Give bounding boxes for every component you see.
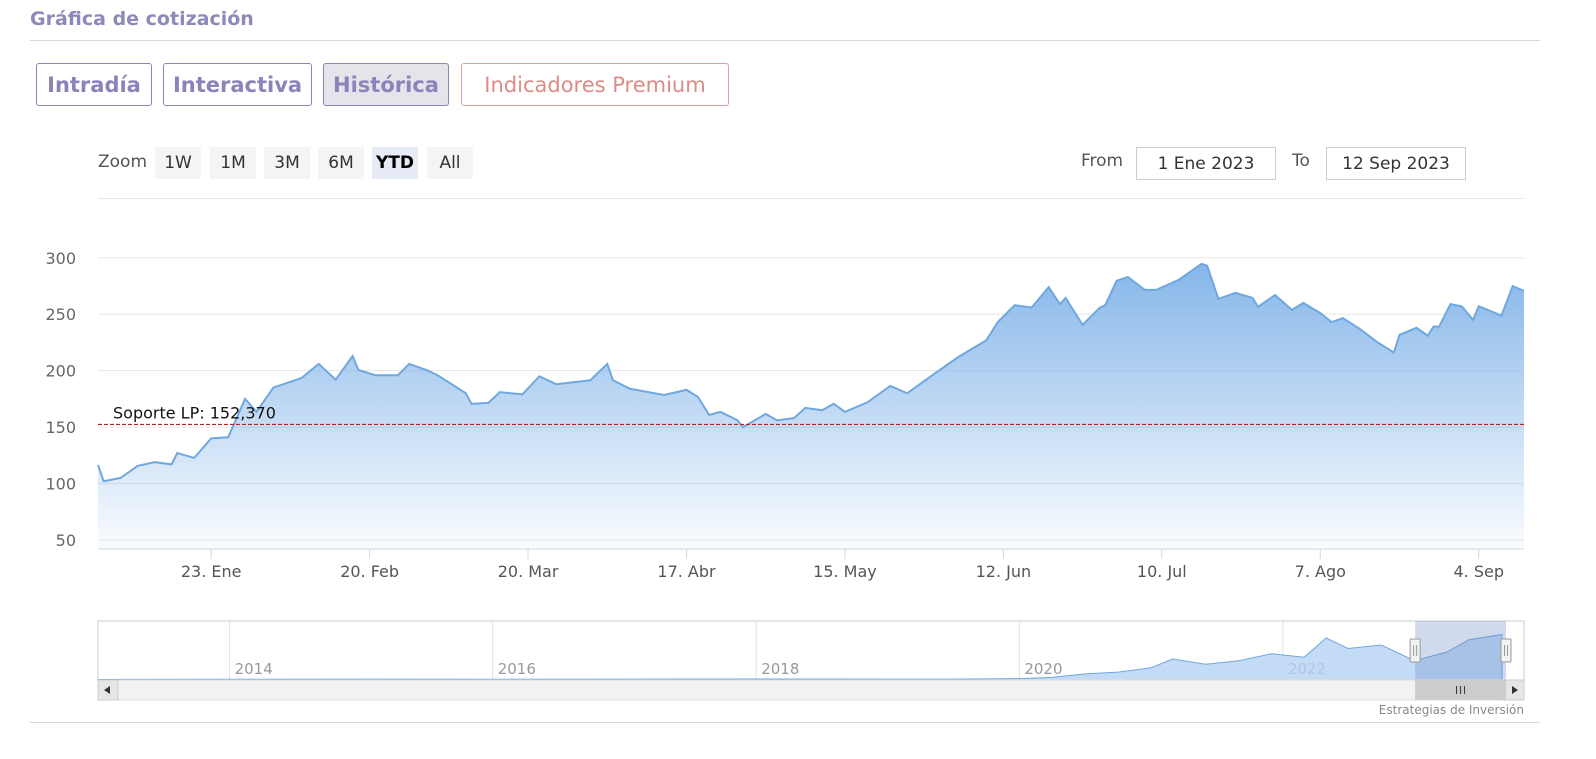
y-tick-label: 250	[45, 305, 76, 324]
navigator-label: 2014	[235, 660, 273, 678]
x-tick-label: 20. Mar	[498, 562, 559, 581]
credits: Estrategias de Inversión	[1378, 703, 1524, 717]
x-tick-label: 4. Sep	[1453, 562, 1504, 581]
handle-grip	[1503, 645, 1508, 656]
navigator-handle[interactable]	[1500, 638, 1512, 663]
y-tick-label: 100	[45, 475, 76, 494]
x-tick-label: 23. Ene	[181, 562, 242, 581]
arrow-left	[104, 686, 110, 694]
divider	[30, 722, 1540, 723]
x-tick-label: 12. Jun	[976, 562, 1032, 581]
from-input[interactable]: 1 Ene 2023	[1136, 147, 1276, 180]
area-fill	[98, 263, 1524, 549]
zoom-button[interactable]: 6M	[318, 147, 364, 179]
navigator-label: 2020	[1024, 660, 1062, 678]
tab[interactable]: Indicadores Premium	[461, 63, 729, 106]
zoom-label: Zoom	[98, 152, 148, 172]
support-label: Soporte LP: 152,370	[113, 403, 276, 422]
zoom-button[interactable]: All	[427, 147, 473, 179]
arrow-right	[1512, 686, 1518, 694]
to-input[interactable]: 12 Sep 2023	[1326, 147, 1466, 180]
navigator-handle[interactable]	[1409, 638, 1421, 663]
navigator-selection	[1415, 621, 1506, 680]
tab[interactable]: Interactiva	[163, 63, 312, 106]
divider	[30, 40, 1540, 41]
thumb-grip	[1456, 686, 1466, 694]
handle-grip	[1413, 645, 1418, 656]
zoom-button[interactable]: 3M	[264, 147, 310, 179]
x-tick-label: 15. May	[813, 562, 877, 581]
x-tick-label: 17. Abr	[657, 562, 716, 581]
x-tick-label: 7. Ago	[1295, 562, 1346, 581]
y-tick-label: 300	[45, 249, 76, 268]
price-line	[97, 262, 1525, 483]
y-tick-label: 150	[45, 418, 76, 437]
zoom-button[interactable]: 1M	[210, 147, 256, 179]
x-tick-label: 10. Jul	[1137, 562, 1187, 581]
navigator-label: 2018	[761, 660, 799, 678]
zoom-button[interactable]: YTD	[372, 147, 418, 179]
navigator-area	[97, 633, 1503, 681]
zoom-button[interactable]: 1W	[155, 147, 201, 179]
y-tick-label: 200	[45, 362, 76, 381]
y-tick-label: 50	[56, 531, 76, 550]
from-label: From	[1081, 151, 1124, 171]
tab[interactable]: Histórica	[323, 63, 449, 106]
tab[interactable]: Intradía	[36, 63, 152, 106]
x-tick-label: 20. Feb	[340, 562, 399, 581]
scrollbar-track[interactable]	[97, 679, 1525, 701]
navigator-label: 2016	[498, 660, 536, 678]
to-label: To	[1292, 151, 1310, 171]
section-title: Gráfica de cotización	[30, 8, 254, 30]
